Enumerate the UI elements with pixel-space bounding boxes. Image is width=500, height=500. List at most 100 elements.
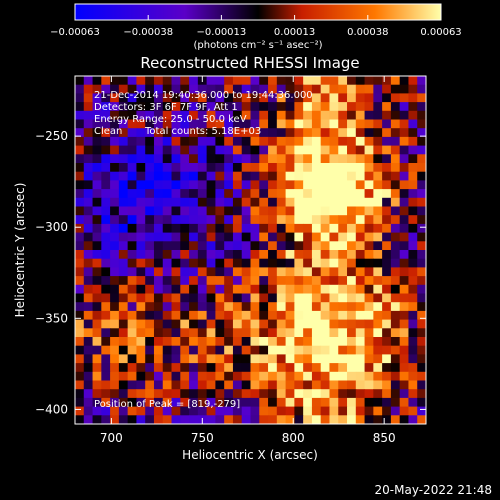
heatmap-cell (355, 397, 366, 408)
heatmap-cell (75, 310, 85, 321)
heatmap-cell (399, 345, 409, 355)
heatmap-cell (347, 163, 357, 173)
heatmap-cell (92, 250, 102, 260)
heatmap-cell (241, 189, 251, 199)
heatmap-cell (189, 371, 199, 381)
heatmap-cell (83, 232, 94, 242)
heatmap-cell (373, 232, 383, 242)
heatmap-cell (241, 363, 251, 373)
heatmap-cell (347, 136, 357, 147)
heatmap-cell (355, 110, 366, 120)
heatmap-cell (329, 267, 339, 277)
heatmap-cell (153, 232, 164, 242)
heatmap-cell (224, 310, 234, 321)
heatmap-cell (153, 241, 164, 251)
heatmap-cell (320, 197, 330, 207)
heatmap-cell (373, 250, 383, 260)
heatmap-cell (373, 276, 383, 286)
heatmap-cell (180, 354, 190, 364)
heatmap-cell (408, 76, 418, 86)
heatmap-cell (162, 371, 173, 381)
heatmap-cell (294, 110, 304, 120)
heatmap-cell (311, 319, 322, 329)
heatmap-cell (382, 319, 392, 329)
heatmap-cell (127, 197, 137, 207)
heatmap-cell (171, 197, 181, 207)
heatmap-cell (311, 276, 322, 286)
heatmap-cell (259, 189, 269, 199)
heatmap-cell (118, 389, 129, 399)
heatmap-cell (127, 319, 137, 329)
heatmap-cell (399, 84, 409, 94)
heatmap-cell (215, 110, 225, 120)
heatmap-cell (180, 267, 190, 277)
heatmap-cell (197, 319, 208, 329)
heatmap-cell (417, 180, 426, 190)
heatmap-cell (189, 258, 199, 268)
heatmap-cell (206, 363, 216, 373)
heatmap-cell (118, 415, 129, 424)
heatmap-cell (153, 189, 164, 199)
heatmap-cell (171, 171, 181, 181)
heatmap-cell (83, 180, 94, 190)
heatmap-cell (276, 415, 287, 424)
heatmap-cell (338, 302, 348, 312)
heatmap-cell (171, 397, 181, 408)
heatmap-cell (224, 215, 234, 225)
heatmap-cell (373, 389, 383, 399)
heatmap-cell (408, 189, 418, 199)
heatmap-cell (180, 363, 190, 373)
heatmap-cell (75, 163, 85, 173)
heatmap-cell (224, 145, 234, 155)
heatmap-cell (206, 258, 216, 268)
heatmap-cell (162, 337, 173, 347)
heatmap-cell (101, 241, 111, 251)
heatmap-cell (110, 406, 120, 416)
heatmap-cell (75, 93, 85, 103)
heatmap-cell (417, 197, 426, 207)
heatmap-cell (136, 119, 146, 129)
heatmap-cell (189, 267, 199, 277)
heatmap-cell (110, 189, 120, 199)
heatmap-cell (408, 276, 418, 286)
heatmap-cell (382, 258, 392, 268)
heatmap-cell (232, 380, 243, 390)
heatmap-cell (320, 128, 330, 138)
heatmap-cell (197, 406, 208, 416)
heatmap-cell (276, 380, 287, 390)
heatmap-cell (127, 415, 137, 424)
heatmap-cell (75, 84, 85, 94)
heatmap-cell (259, 415, 269, 424)
heatmap-cell (162, 197, 173, 207)
heatmap-cell (329, 110, 339, 120)
heatmap-cell (206, 267, 216, 277)
heatmap-cell (259, 128, 269, 138)
heatmap-cell (408, 223, 418, 234)
heatmap-cell (83, 310, 94, 321)
heatmap-cell (347, 267, 357, 277)
heatmap-cell (276, 267, 287, 277)
heatmap-cell (355, 93, 366, 103)
heatmap-cell (250, 284, 260, 294)
heatmap-cell (338, 328, 348, 338)
heatmap-cell (145, 180, 155, 190)
heatmap-cell (303, 93, 313, 103)
heatmap-cell (338, 136, 348, 147)
heatmap-cell (118, 223, 129, 234)
heatmap-cell (171, 310, 181, 321)
heatmap-cell (373, 171, 383, 181)
heatmap-cell (171, 250, 181, 260)
heatmap-cell (101, 76, 111, 86)
heatmap-cell (355, 258, 366, 268)
heatmap-cell (83, 293, 94, 303)
heatmap-cell (329, 119, 339, 129)
heatmap-cell (75, 267, 85, 277)
heatmap-cell (241, 232, 251, 242)
heatmap-cell (390, 241, 401, 251)
heatmap-cell (92, 267, 102, 277)
heatmap-cell (390, 197, 401, 207)
heatmap-cell (75, 197, 85, 207)
heatmap-cell (303, 110, 313, 120)
heatmap-cell (417, 406, 426, 416)
heatmap-cell (75, 128, 85, 138)
